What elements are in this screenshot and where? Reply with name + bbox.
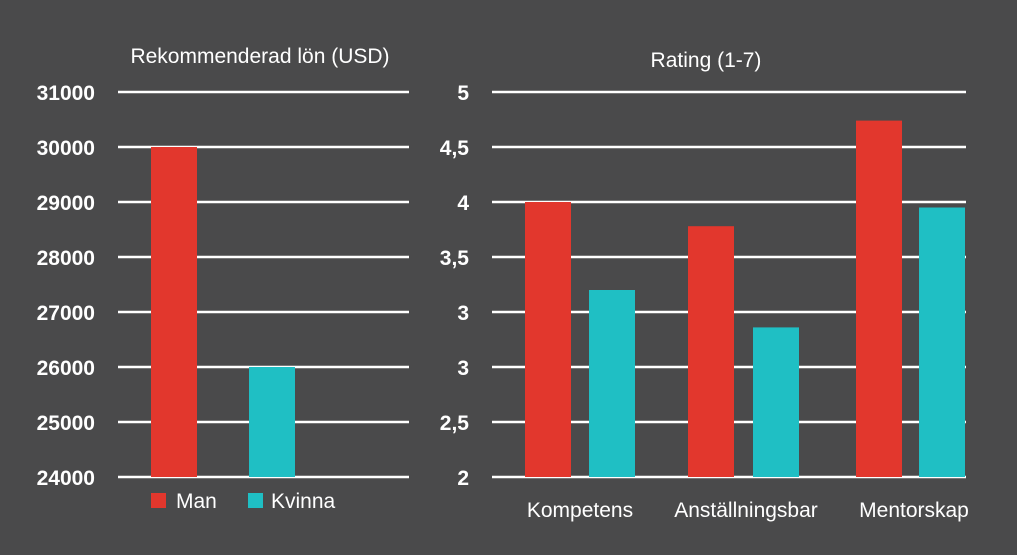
right-y-tick-label: 3 [457,357,469,380]
right-y-tick-label: 3 [457,302,469,325]
left-y-tick-label: 26000 [37,357,95,380]
legend-swatch-man [151,493,166,508]
x-tick-label-anställningsbar: Anställningsbar [674,499,818,522]
left-y-tick-label: 24000 [37,467,95,490]
right-y-tick-label: 4,5 [440,137,470,160]
left-y-tick-label: 31000 [37,82,95,105]
right-y-tick-label: 4 [457,192,469,215]
legend-label-kvinna: Kvinna [271,490,336,513]
left-y-tick-label: 30000 [37,137,95,160]
right-bar-anställningsbar-kvinna [753,327,799,477]
right-chart-title: Rating (1-7) [651,49,762,72]
left-bar-kvinna [249,367,295,477]
right-bar-kompetens-kvinna [589,290,635,477]
legend-swatch-kvinna [248,493,263,508]
left-y-tick-label: 28000 [37,247,95,270]
right-bar-kompetens-man [525,202,571,477]
right-y-tick-label: 2,5 [440,412,470,435]
left-chart-title: Rekommenderad lön (USD) [130,45,389,68]
left-y-tick-label: 29000 [37,192,95,215]
legend-label-man: Man [176,490,217,513]
right-bar-mentorskap-man [856,120,902,477]
x-tick-label-mentorskap: Mentorskap [859,499,969,522]
right-y-tick-label: 3,5 [440,247,470,270]
left-bar-man [151,147,197,477]
right-y-tick-label: 2 [457,467,469,490]
right-bar-anställningsbar-man [688,226,734,477]
x-tick-label-kompetens: Kompetens [527,499,633,522]
left-y-tick-label: 25000 [37,412,95,435]
right-bar-mentorskap-kvinna [919,207,965,477]
right-y-tick-label: 5 [457,82,469,105]
left-y-tick-label: 27000 [37,302,95,325]
